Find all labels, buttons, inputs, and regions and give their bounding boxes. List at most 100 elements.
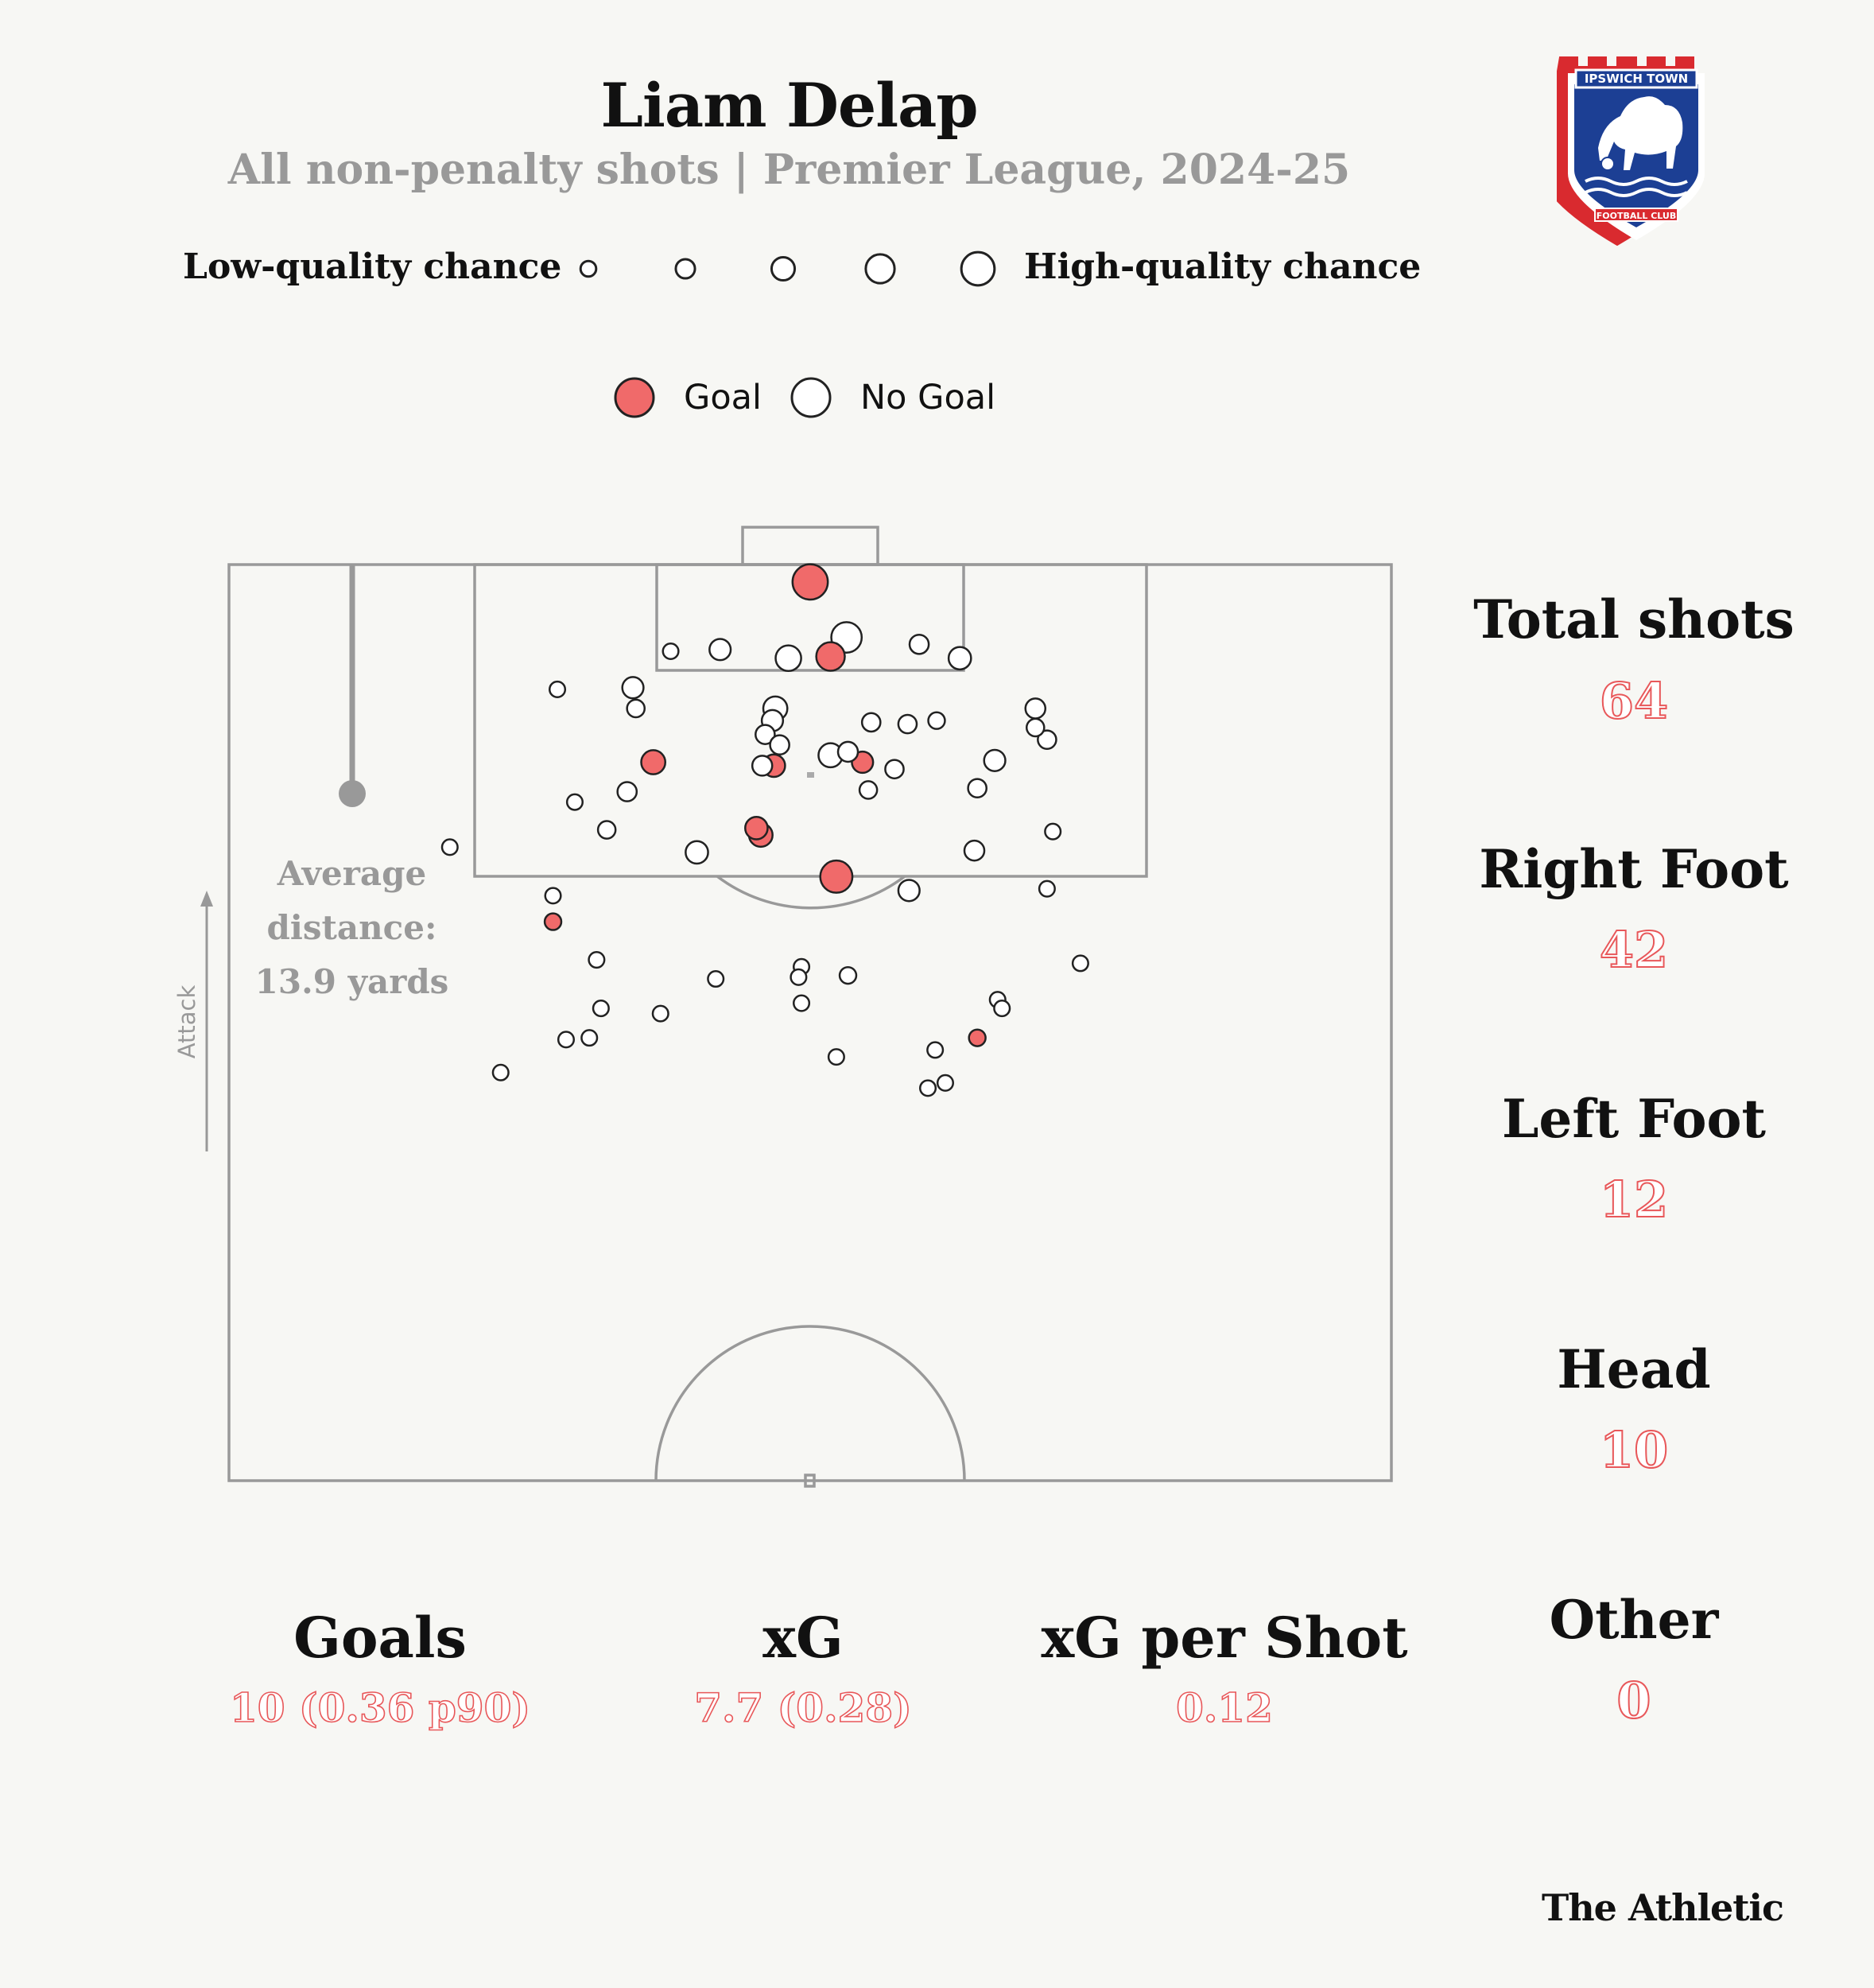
shot-marker-goal bbox=[543, 912, 563, 931]
shot-marker-no-goal bbox=[708, 638, 732, 662]
shot-marker-no-goal bbox=[685, 840, 709, 865]
shot-marker-no-goal bbox=[662, 642, 680, 661]
shot-marker-no-goal bbox=[1024, 697, 1047, 720]
left-foot-label: Left Foot bbox=[1501, 1088, 1767, 1150]
shot-marker-no-goal bbox=[790, 968, 808, 986]
average-distance-marker bbox=[339, 780, 366, 807]
shot-marker-no-goal bbox=[755, 724, 776, 745]
shot-marker-no-goal bbox=[926, 1041, 945, 1059]
average-distance-label-line: distance: bbox=[266, 908, 437, 947]
shots-layer bbox=[440, 563, 1089, 1097]
shot-marker-no-goal bbox=[580, 1029, 599, 1047]
shot-map-pitch bbox=[200, 526, 1393, 1488]
shot-marker-no-goal bbox=[651, 1004, 669, 1023]
goals-value: 10 (0.36 p90) bbox=[229, 1683, 531, 1732]
shot-marker-no-goal bbox=[1037, 729, 1057, 751]
penalty-arc bbox=[716, 875, 906, 910]
shot-marker-no-goal bbox=[838, 965, 858, 985]
shot-marker-no-goal bbox=[793, 994, 811, 1012]
center-spot bbox=[804, 1474, 816, 1488]
size-legend-marker bbox=[864, 253, 896, 285]
no-goal-legend-marker bbox=[790, 377, 832, 418]
shot-marker-no-goal bbox=[1044, 822, 1062, 841]
shot-marker-no-goal bbox=[918, 1079, 937, 1097]
crest-bottom-text: FOOTBALL CLUB bbox=[1597, 211, 1676, 221]
shot-marker-no-goal bbox=[621, 676, 645, 700]
chart-title: Liam Delap bbox=[600, 70, 979, 141]
center-circle-half bbox=[654, 1325, 966, 1481]
high-quality-legend-label: High-quality chance bbox=[1024, 247, 1422, 287]
shot-marker-no-goal bbox=[588, 951, 606, 969]
size-legend-marker bbox=[579, 259, 598, 278]
shot-marker-no-goal bbox=[927, 711, 946, 730]
average-distance-label-line: 13.9 yards bbox=[254, 962, 449, 1001]
total-shots-value: 64 bbox=[1599, 671, 1669, 731]
other-value: 0 bbox=[1616, 1671, 1651, 1730]
shot-marker-no-goal bbox=[616, 781, 638, 802]
average-distance-label: Average distance: 13.9 yards bbox=[239, 847, 465, 1009]
shot-marker-goal bbox=[815, 641, 846, 672]
shot-marker-no-goal bbox=[1071, 954, 1089, 973]
goal-legend-label: Goal bbox=[684, 378, 762, 417]
goal-legend-marker bbox=[614, 377, 655, 418]
shot-marker-no-goal bbox=[774, 644, 802, 673]
shot-marker-no-goal bbox=[897, 713, 918, 735]
crest-top-text: IPSWICH TOWN bbox=[1585, 72, 1688, 86]
size-legend-marker bbox=[770, 255, 797, 282]
shot-marker-no-goal bbox=[440, 838, 459, 856]
shot-marker-no-goal bbox=[827, 1048, 845, 1066]
shot-marker-no-goal bbox=[557, 1031, 576, 1049]
shot-marker-goal bbox=[968, 1028, 987, 1047]
shot-marker-no-goal bbox=[592, 1000, 610, 1018]
no-goal-legend-label: No Goal bbox=[860, 378, 996, 417]
the-athletic-logo: The Athletic bbox=[1541, 1886, 1784, 1929]
shot-marker-no-goal bbox=[1038, 879, 1056, 898]
low-quality-legend-label: Low-quality chance bbox=[183, 247, 562, 287]
half-pitch-outline bbox=[227, 563, 1393, 1482]
shot-marker-no-goal bbox=[947, 646, 972, 671]
chart-subtitle: All non-penalty shots | Premier League, … bbox=[227, 146, 1351, 194]
size-legend-marker bbox=[960, 250, 996, 287]
total-shots-label: Total shots bbox=[1473, 588, 1794, 650]
size-legend bbox=[579, 250, 996, 287]
shot-marker-no-goal bbox=[983, 748, 1007, 772]
shot-marker-no-goal bbox=[908, 633, 930, 655]
shot-marker-no-goal bbox=[967, 778, 987, 799]
shot-marker-no-goal bbox=[1025, 717, 1046, 738]
head-value: 10 bbox=[1599, 1420, 1669, 1480]
shot-marker-no-goal bbox=[596, 820, 617, 840]
right-foot-label: Right Foot bbox=[1479, 838, 1789, 900]
shot-marker-goal bbox=[819, 859, 854, 894]
ipswich-town-crest-icon: IPSWICH TOWN FOOTBALL CLUB bbox=[1557, 56, 1705, 247]
shot-marker-no-goal bbox=[565, 793, 584, 811]
right-foot-value: 42 bbox=[1599, 920, 1669, 980]
shot-marker-no-goal bbox=[544, 887, 562, 905]
shot-marker-no-goal bbox=[751, 755, 774, 777]
average-distance-label-line: Average bbox=[277, 854, 427, 893]
shot-marker-no-goal bbox=[860, 712, 882, 733]
xg-per-shot-value: 0.12 bbox=[1175, 1683, 1273, 1732]
xg-per-shot-label: xG per Shot bbox=[1041, 1605, 1408, 1671]
shot-marker-no-goal bbox=[993, 1000, 1011, 1018]
goal-frame bbox=[741, 526, 879, 566]
shot-marker-no-goal bbox=[884, 759, 905, 780]
head-label: Head bbox=[1557, 1338, 1711, 1400]
shot-marker-no-goal bbox=[769, 734, 790, 756]
xg-label: xG bbox=[762, 1605, 844, 1671]
shot-marker-no-goal bbox=[936, 1074, 954, 1092]
shot-marker-no-goal bbox=[963, 839, 986, 862]
shot-marker-no-goal bbox=[707, 969, 725, 988]
shot-marker-no-goal bbox=[626, 698, 646, 719]
shot-marker-no-goal bbox=[491, 1063, 510, 1081]
shot-marker-no-goal bbox=[858, 780, 879, 800]
penalty-spot bbox=[807, 772, 814, 778]
goals-label: Goals bbox=[293, 1605, 467, 1671]
shot-marker-no-goal bbox=[897, 879, 921, 903]
other-label: Other bbox=[1549, 1589, 1719, 1651]
shot-marker-no-goal bbox=[548, 680, 567, 698]
shot-marker-no-goal bbox=[836, 740, 859, 763]
xg-value: 7.7 (0.28) bbox=[693, 1683, 912, 1732]
attack-arrow-head bbox=[200, 891, 213, 907]
shot-marker-goal bbox=[640, 749, 667, 775]
shot-marker-goal bbox=[791, 563, 829, 601]
